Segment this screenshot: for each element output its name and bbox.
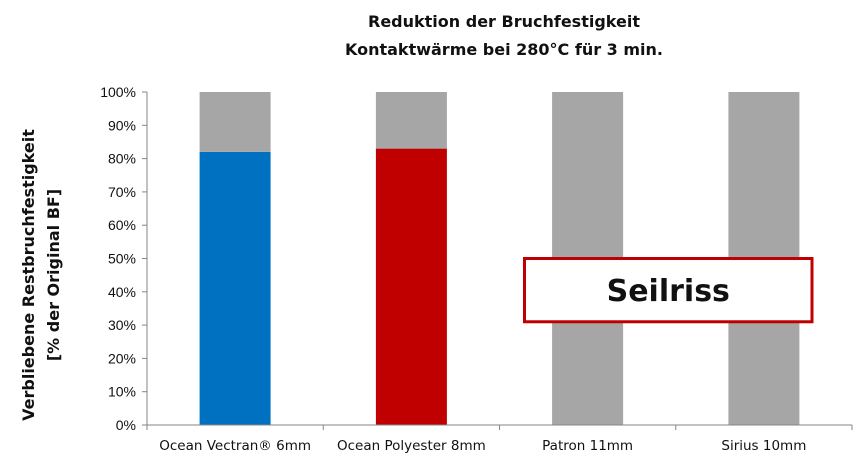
annotation-layer: Seilriss	[523, 257, 814, 324]
y-tick-label: 50%	[108, 251, 136, 267]
annotation-box	[523, 257, 814, 324]
bar-segment-loss-1	[199, 92, 271, 152]
x-tick-label: Ocean Polyester 8mm	[337, 438, 486, 454]
y-tick-label: 90%	[108, 117, 136, 133]
y-tick-label: 100%	[100, 84, 136, 100]
y-tick-label: 10%	[108, 384, 136, 400]
y-tick-label: 40%	[108, 284, 136, 300]
y-axis-label-line1: Verbliebene Restbruchfestigkeit	[19, 129, 38, 421]
y-axis-label-line2: [% der Original BF]	[44, 189, 63, 361]
x-tick-label: Patron 11mm	[542, 438, 633, 454]
y-tick-label: 20%	[108, 350, 136, 366]
y-tick-label: 0%	[116, 417, 136, 433]
y-tick-label: 30%	[108, 317, 136, 333]
bar-segment-strength-1	[199, 151, 271, 425]
axis-layer: 0% 10% 20% 30% 40% 50% 60% 70% 80% 90% 100% Ocean V…	[100, 84, 853, 454]
y-tick-label: 70%	[108, 184, 136, 200]
chart-subtitle: Kontaktwärme bei 280°C für 3 min.	[345, 40, 663, 59]
y-tick-label: 60%	[108, 217, 136, 233]
bar-segment-strength-2	[375, 148, 447, 425]
annotation-text: Seilriss	[607, 274, 730, 309]
chart-title: Reduktion der Bruchfestigkeit	[368, 12, 640, 31]
bar-segment-loss-2	[375, 92, 447, 149]
y-tick-label: 80%	[108, 151, 136, 167]
x-tick-label: Sirius 10mm	[721, 438, 806, 454]
x-tick-label: Ocean Vectran® 6mm	[159, 438, 311, 454]
